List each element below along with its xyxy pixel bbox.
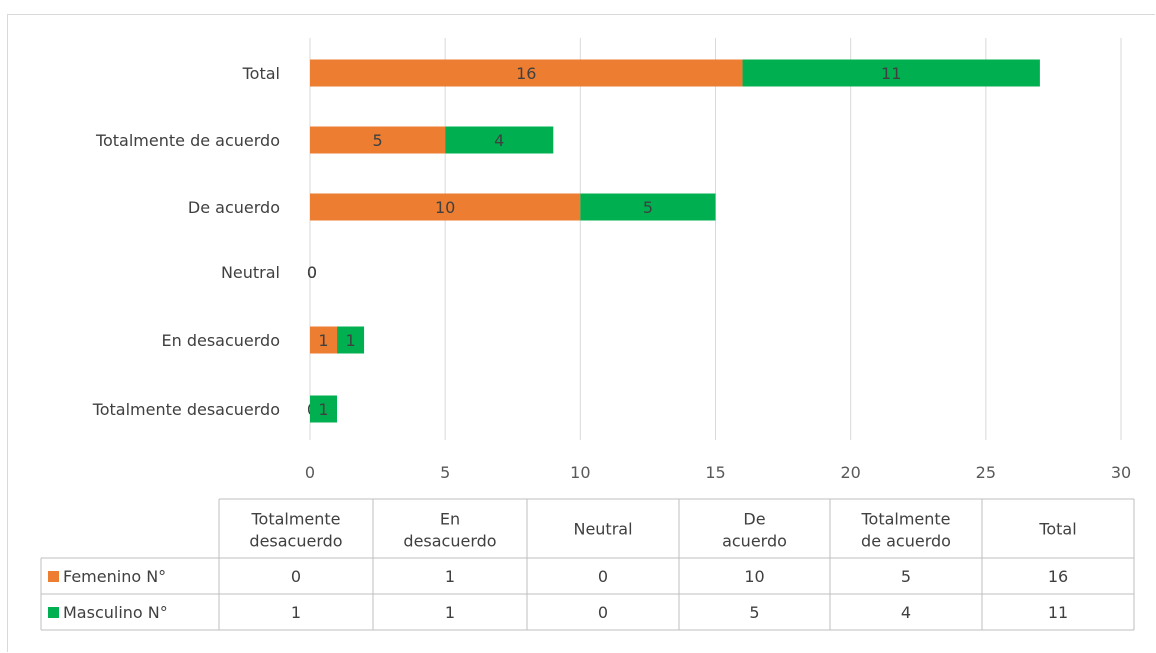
table-cell: 0: [291, 567, 301, 586]
table-cell: 4: [901, 603, 911, 622]
table-row-label: Femenino N°: [63, 567, 166, 586]
x-tick-label: 10: [570, 463, 590, 482]
data-label: 4: [494, 131, 504, 150]
table-cell: 11: [1048, 603, 1068, 622]
table-header-cell: Total: [1038, 520, 1076, 539]
bar-segment: [445, 126, 554, 154]
bar-segment: [742, 59, 1040, 87]
gridlines: [309, 38, 1122, 440]
table-cell: 1: [445, 567, 455, 586]
table-cell: 1: [445, 603, 455, 622]
data-label: 5: [643, 198, 653, 217]
bar-segment: [580, 193, 716, 221]
data-label: 5: [372, 131, 382, 150]
table-cell: 0: [598, 567, 608, 586]
legend-key: [48, 607, 59, 618]
table-cell: 5: [749, 603, 759, 622]
bar-segment: [310, 126, 446, 154]
table-header-cell: Totalmente de acuerdo: [860, 510, 950, 551]
table-row-label: Masculino N°: [63, 603, 168, 622]
table-cell: 10: [744, 567, 764, 586]
data-table: Totalmente desacuerdo En desacuerdo Neutral D…: [40, 498, 1135, 631]
table-cell: 1: [291, 603, 301, 622]
x-tick-label: 5: [440, 463, 450, 482]
category-label: Neutral: [221, 263, 280, 282]
table-header-cell: De acuerdo: [722, 510, 787, 551]
table-cell: 5: [901, 567, 911, 586]
table-cell: 16: [1048, 567, 1068, 586]
data-label: 1: [345, 331, 355, 350]
bar-segment: [310, 395, 338, 423]
category-label: Totalmente desacuerdo: [92, 400, 280, 419]
bar-segment: [310, 59, 743, 87]
chart-frame: [7, 14, 1155, 652]
legend-key: [48, 571, 59, 582]
data-label: 11: [881, 64, 901, 83]
data-label: 10: [435, 198, 455, 217]
data-label: 0: [307, 263, 317, 282]
data-label: 16: [516, 64, 536, 83]
table-header-cell: Neutral: [573, 520, 632, 539]
x-tick-label: 0: [305, 463, 315, 482]
category-label: Totalmente de acuerdo: [95, 131, 280, 150]
table-cell: 0: [598, 603, 608, 622]
bar-segment: [310, 193, 581, 221]
category-labels: Total Totalmente de acuerdo De acuerdo Neut…: [92, 64, 280, 419]
x-tick-label: 15: [705, 463, 725, 482]
table-header-cell: Totalmente desacuerdo: [249, 510, 342, 551]
bar-segment: [337, 326, 365, 354]
data-label: 1: [318, 331, 328, 350]
category-label: En desacuerdo: [162, 331, 281, 350]
x-tick-label: 30: [1111, 463, 1131, 482]
x-tick-label: 20: [840, 463, 860, 482]
category-label: Total: [242, 64, 280, 83]
x-tick-label: 25: [976, 463, 996, 482]
data-label: 0: [307, 263, 317, 282]
x-axis-tick-labels: 0 5 10 15 20 25 30: [305, 463, 1131, 482]
bars: 161154105001101: [307, 59, 1040, 423]
bar-segment: [310, 326, 338, 354]
table-header-cell: En desacuerdo: [403, 510, 496, 551]
category-label: De acuerdo: [188, 198, 280, 217]
data-label: 1: [318, 400, 328, 419]
